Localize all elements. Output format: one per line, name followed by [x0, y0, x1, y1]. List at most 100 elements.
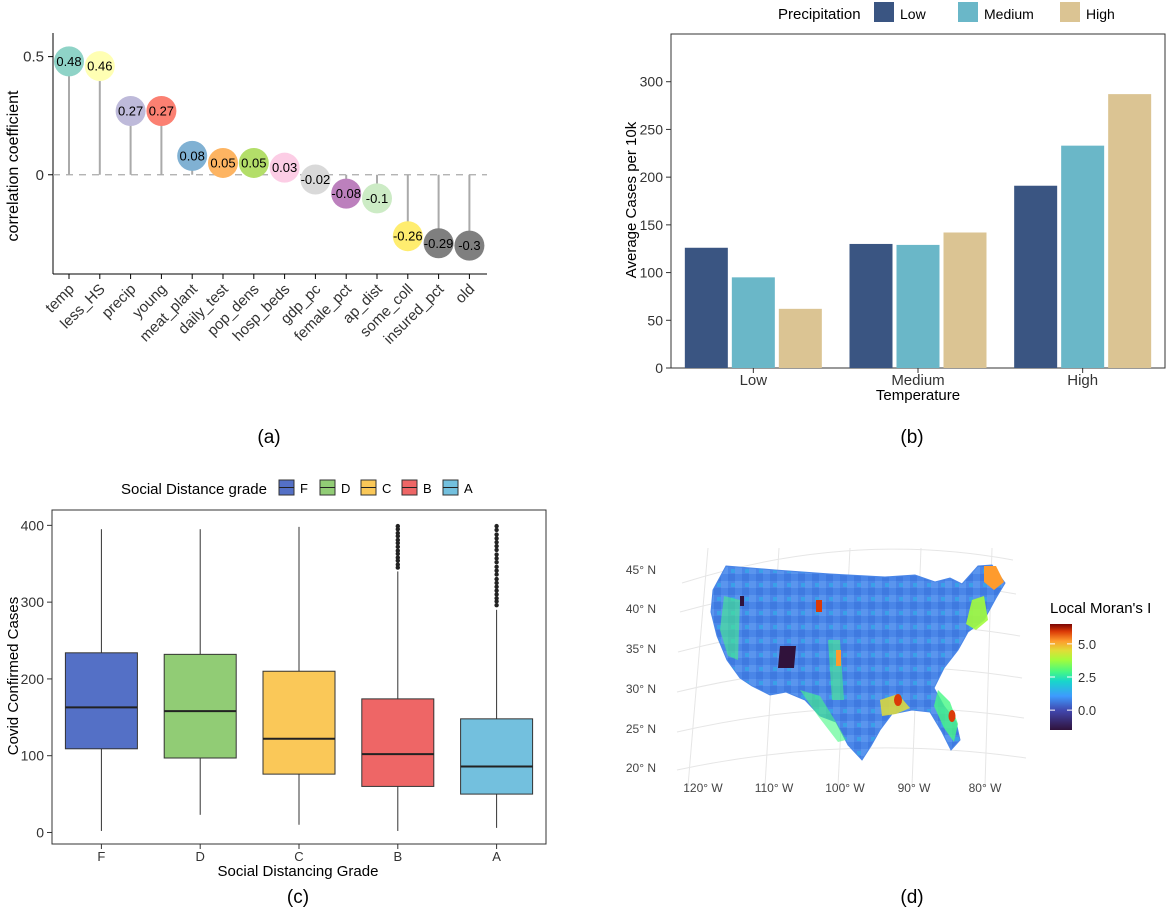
b-legend-label: Low	[900, 6, 927, 22]
b-x-ticks: Low Medium High	[740, 368, 1098, 389]
c-legend: Social Distance grade F D C B A	[121, 479, 473, 498]
c-outlier-point	[395, 548, 400, 553]
d-lat-label: 25° N	[626, 722, 656, 736]
d-latitude-labels: 45° N 40° N 35° N 30° N 25° N 20° N	[626, 563, 656, 775]
a-y-tick-label: 0.5	[23, 49, 44, 66]
d-colorbar-ticks: 5.0 2.5 0.0	[1050, 637, 1096, 718]
b-legend-label: Medium	[984, 6, 1034, 22]
c-outlier-point	[494, 568, 499, 573]
c-outlier-point	[494, 547, 499, 553]
panel-label-b: (b)	[900, 427, 923, 448]
a-value-label: -0.3	[458, 238, 480, 253]
c-boxes	[64, 523, 534, 831]
d-hotspot-florida	[948, 710, 956, 722]
b-bar	[943, 232, 987, 368]
d-hotspot-southeast	[934, 690, 958, 742]
b-bar	[1108, 94, 1152, 369]
c-x-tick-label: C	[294, 849, 303, 864]
c-outlier-point	[395, 551, 400, 556]
c-legend-label: F	[300, 481, 308, 496]
b-y-axis-title: Average Cases per 10k	[623, 121, 640, 278]
c-outlier-point	[395, 558, 400, 563]
a-value-label: 0.48	[56, 54, 81, 69]
c-x-axis-title: Social Distancing Grade	[218, 863, 379, 880]
d-us-map	[710, 564, 1006, 761]
a-dots: 0.48 0.460.27 0.270.08 0.05 0.05 0.03-0.02-0.…	[54, 46, 485, 261]
c-outlier-point	[395, 523, 400, 529]
c-outlier-point	[494, 532, 499, 537]
c-outlier-point	[494, 596, 499, 601]
c-outlier-point	[494, 580, 499, 586]
c-outlier-point	[494, 543, 499, 549]
a-dot	[300, 164, 331, 195]
c-outlier-point	[494, 584, 499, 589]
d-colorbar	[1050, 624, 1072, 730]
a-dot	[115, 95, 146, 126]
d-lat-label: 40° N	[626, 602, 656, 616]
c-box	[361, 698, 435, 787]
b-legend-swatch	[874, 2, 894, 22]
a-value-label: -0.08	[331, 186, 361, 201]
d-colorbar-label: 0.0	[1078, 703, 1096, 718]
panel-d: 45° N 40° N 35° N 30° N 25° N 20° N 120° W 110…	[626, 547, 1151, 908]
d-lon-label: 110° W	[755, 781, 794, 795]
a-value-label: -0.26	[393, 229, 423, 244]
a-value-label: -0.29	[424, 236, 454, 251]
d-coldspot-northwest	[740, 596, 744, 606]
a-dot	[146, 95, 177, 126]
d-lat-label: 45° N	[626, 563, 656, 577]
b-legend-title: Precipitation	[778, 6, 861, 23]
d-lon-label: 80° W	[969, 781, 1002, 795]
c-outlier-point	[494, 576, 499, 582]
a-dot	[238, 147, 269, 178]
b-bar	[1014, 185, 1058, 368]
c-y-tick-label: 0	[36, 824, 44, 840]
panel-c: Covid Confirmed Cases Social Distancing …	[5, 479, 547, 908]
c-outlier-point	[395, 562, 400, 567]
c-x-tick-label: B	[393, 849, 402, 864]
c-outlier-point	[395, 526, 400, 532]
b-y-tick-label: 150	[640, 217, 664, 233]
c-outlier-point	[494, 588, 499, 593]
c-x-tick-label: F	[97, 849, 105, 864]
d-lon-label: 90° W	[898, 781, 931, 795]
panel-label-d: (d)	[900, 887, 923, 908]
d-hotspot-south	[880, 694, 910, 716]
c-y-ticks: 0 100 200 300 400	[21, 517, 52, 840]
d-hotspot-maine	[984, 566, 1004, 590]
c-box	[262, 670, 336, 775]
a-value-label: 0.03	[272, 160, 297, 175]
a-stems	[68, 61, 471, 246]
c-outlier-point	[395, 555, 400, 560]
c-outlier-point	[395, 544, 400, 550]
b-bars	[684, 94, 1152, 369]
c-outlier-point	[494, 552, 499, 557]
c-outlier-point	[494, 599, 499, 604]
d-hotspot-northeast	[966, 596, 988, 630]
b-x-tick-label: High	[1067, 372, 1098, 389]
a-x-tick-label: old	[452, 281, 478, 307]
a-dot	[54, 46, 84, 77]
c-outlier-point	[395, 530, 400, 536]
c-outlier-point	[494, 540, 499, 545]
a-dot	[392, 221, 423, 252]
b-y-tick-label: 0	[655, 360, 663, 376]
c-legend-label: D	[341, 481, 350, 496]
b-bar	[849, 243, 893, 368]
c-x-tick-label: D	[196, 849, 205, 864]
b-legend: Precipitation Low Medium High	[778, 2, 1115, 23]
b-bar	[731, 277, 775, 368]
b-x-axis-title: Temperature	[876, 387, 960, 404]
d-legend-title: Local Moran's I	[1050, 600, 1151, 617]
c-outlier-point	[494, 536, 499, 541]
a-dot	[454, 230, 485, 261]
b-legend-label: High	[1086, 6, 1115, 22]
d-colorbar-label: 2.5	[1078, 670, 1096, 685]
a-value-label: -0.1	[366, 191, 388, 206]
c-outlier-point	[494, 564, 499, 570]
c-legend-label: B	[423, 481, 432, 496]
c-outlier-point	[494, 603, 499, 608]
b-legend-swatch	[958, 2, 978, 22]
b-x-tick-label: Medium	[891, 372, 944, 389]
